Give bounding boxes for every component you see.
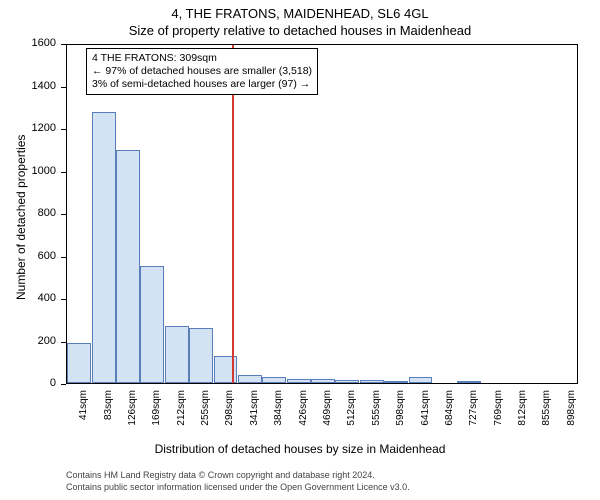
histogram-bar [457,381,481,383]
x-tick-label: 555sqm [371,390,382,430]
y-tick [61,257,66,258]
x-tick-label: 727sqm [468,390,479,430]
x-tick-label: 212sqm [176,390,187,430]
histogram-bar [165,326,189,383]
histogram-bar [238,375,262,384]
y-tick-label: 800 [0,207,56,219]
y-tick-label: 1000 [0,165,56,177]
footer-line2: Contains public sector information licen… [66,482,410,492]
y-tick-label: 0 [0,377,56,389]
y-tick-label: 1600 [0,37,56,49]
x-tick-label: 255sqm [200,390,211,430]
annotation-box: 4 THE FRATONS: 309sqm← 97% of detached h… [86,48,318,95]
x-tick-label: 41sqm [78,390,89,430]
x-tick-label: 469sqm [322,390,333,430]
y-tick [61,44,66,45]
x-tick-label: 341sqm [249,390,260,430]
x-axis-label: Distribution of detached houses by size … [0,442,600,456]
y-tick [61,129,66,130]
y-tick [61,172,66,173]
histogram-bar [287,379,311,383]
x-tick-label: 769sqm [493,390,504,430]
chart-title-line2: Size of property relative to detached ho… [0,23,600,38]
x-tick-label: 512sqm [346,390,357,430]
x-tick-label: 126sqm [127,390,138,430]
x-tick-label: 598sqm [395,390,406,430]
annotation-line: ← 97% of detached houses are smaller (3,… [92,65,312,78]
histogram-bar [360,380,384,383]
footer-line1: Contains HM Land Registry data © Crown c… [66,470,375,480]
annotation-line: 4 THE FRATONS: 309sqm [92,52,312,65]
y-tick-label: 1400 [0,80,56,92]
histogram-bar [189,328,213,383]
y-tick-label: 400 [0,292,56,304]
x-tick-label: 298sqm [224,390,235,430]
histogram-bar [214,356,238,383]
x-tick-label: 812sqm [517,390,528,430]
histogram-bar [335,380,359,383]
x-tick-label: 83sqm [103,390,114,430]
x-tick-label: 384sqm [273,390,284,430]
x-tick-label: 898sqm [566,390,577,430]
histogram-bar [384,381,408,383]
histogram-bar [262,377,286,383]
x-tick-label: 426sqm [298,390,309,430]
x-tick-label: 855sqm [541,390,552,430]
title-block: 4, THE FRATONS, MAIDENHEAD, SL6 4GL Size… [0,0,600,38]
x-tick-label: 684sqm [444,390,455,430]
histogram-bar [409,377,433,383]
y-tick-label: 200 [0,335,56,347]
y-tick [61,384,66,385]
x-tick-label: 169sqm [151,390,162,430]
x-tick-label: 641sqm [420,390,431,430]
histogram-bar [116,150,140,383]
histogram-bar [92,112,116,383]
y-tick [61,299,66,300]
histogram-bar [140,266,164,383]
histogram-bar [67,343,91,383]
y-tick [61,87,66,88]
chart-container: 4, THE FRATONS, MAIDENHEAD, SL6 4GL Size… [0,0,600,500]
y-tick [61,214,66,215]
y-tick [61,342,66,343]
chart-title-line1: 4, THE FRATONS, MAIDENHEAD, SL6 4GL [0,6,600,21]
histogram-bar [311,379,335,383]
annotation-line: 3% of semi-detached houses are larger (9… [92,78,312,91]
property-marker-line [232,45,234,383]
y-tick-label: 600 [0,250,56,262]
y-tick-label: 1200 [0,122,56,134]
